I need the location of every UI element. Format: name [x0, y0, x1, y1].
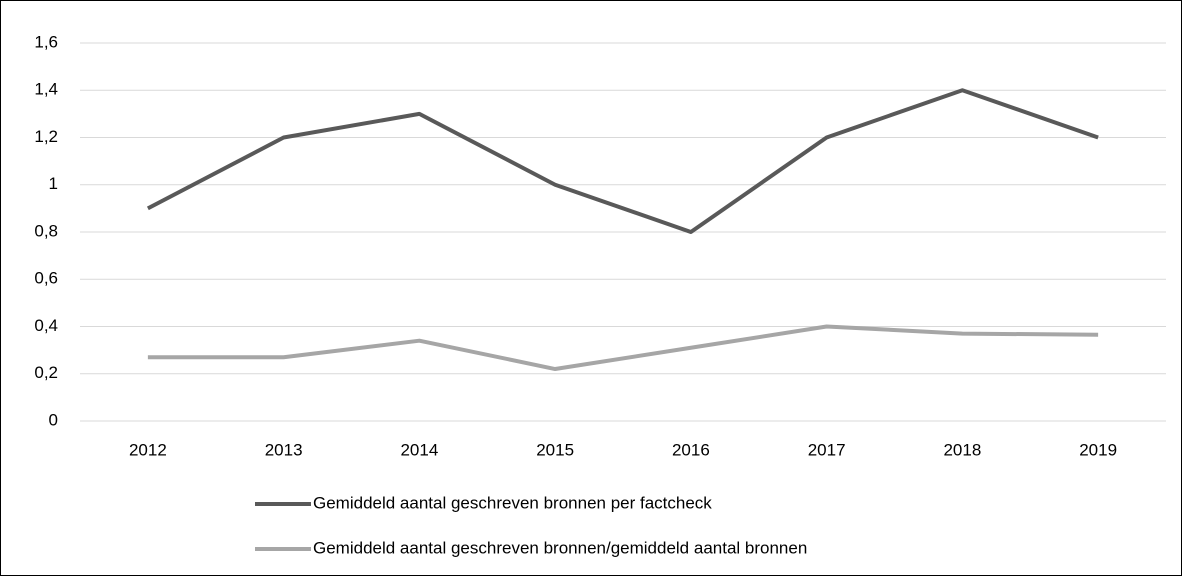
x-tick-label: 2017 — [808, 440, 846, 459]
y-tick-label: 1,6 — [34, 32, 58, 51]
y-tick-label: 0,4 — [34, 316, 58, 335]
legend-label: Gemiddeld aantal geschreven bronnen per … — [313, 493, 712, 512]
x-tick-label: 2014 — [400, 440, 438, 459]
y-tick-label: 0,8 — [34, 221, 58, 240]
x-tick-label: 2019 — [1079, 440, 1117, 459]
y-tick-label: 0 — [49, 410, 58, 429]
x-tick-label: 2016 — [672, 440, 710, 459]
series-line — [147, 324, 1099, 372]
y-tick-label: 0,2 — [34, 363, 58, 382]
y-tick-label: 1,2 — [34, 127, 58, 146]
x-tick-label: 2018 — [943, 440, 981, 459]
legend-label: Gemiddeld aantal geschreven bronnen/gemi… — [313, 538, 807, 557]
x-tick-label: 2012 — [129, 440, 167, 459]
x-tick-label: 2013 — [265, 440, 303, 459]
y-tick-label: 1 — [49, 174, 58, 193]
y-tick-label: 1,4 — [34, 80, 58, 99]
y-tick-label: 0,6 — [34, 269, 58, 288]
series-line — [146, 88, 1099, 234]
x-tick-label: 2015 — [536, 440, 574, 459]
